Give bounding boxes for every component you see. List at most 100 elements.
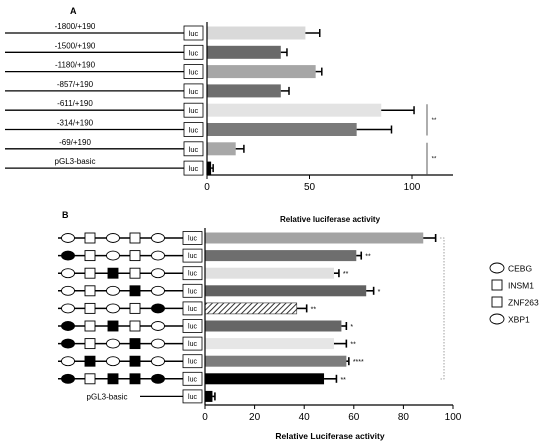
panel-b-luc-label: luc bbox=[188, 324, 197, 331]
panel-a: A -1800/+190 luc -1500/+190 luc -1180/+190 luc… bbox=[5, 6, 453, 224]
panel-b-luc-label: luc bbox=[188, 376, 197, 383]
panel-b-cebg-site bbox=[151, 321, 165, 331]
panel-a-category-label: -314/+190 bbox=[57, 119, 94, 128]
panel-b-insm1-site bbox=[84, 267, 96, 279]
legend-ellipse-marker bbox=[489, 262, 505, 274]
panel-a-category-label: -1180/+190 bbox=[55, 61, 96, 70]
panel-b-insm1-site bbox=[84, 373, 96, 385]
panel-b-cebg-site bbox=[106, 285, 120, 296]
panel-a-category-label: -1500/+190 bbox=[55, 41, 96, 50]
panel-a-luc-box bbox=[183, 25, 204, 41]
panel-b-significance-label: ** bbox=[311, 306, 317, 313]
panel-b-znf263-site bbox=[129, 373, 141, 385]
panel-b-significance-label: ** bbox=[350, 342, 356, 349]
legend-square-marker bbox=[491, 296, 503, 308]
panel-b-cebg-site bbox=[106, 250, 120, 261]
panel-b-insm1-site bbox=[129, 232, 141, 244]
panel-a-luc-box bbox=[183, 64, 204, 79]
panel-b-luc-label: luc bbox=[188, 394, 197, 401]
panel-b-cebg-site bbox=[106, 233, 120, 243]
legend-square-marker bbox=[491, 279, 503, 291]
panel-b-znf263-site bbox=[129, 338, 141, 350]
panel-b-insm1-site bbox=[84, 302, 96, 314]
panel-b-x-axis-title: Relative Luciferase activity bbox=[275, 431, 384, 441]
panel-a-luc-box bbox=[183, 160, 204, 176]
panel-b-insm1-site bbox=[129, 302, 141, 314]
panel-b-x-tick-label: 0 bbox=[202, 412, 208, 423]
panel-a-luc-box bbox=[183, 122, 204, 137]
panel-b-x-tick-label: 60 bbox=[348, 412, 360, 423]
panel-b-xbp1-site bbox=[151, 303, 165, 314]
panel-b-luc-box bbox=[182, 371, 203, 386]
panel-b-significance-label: **** bbox=[353, 359, 364, 366]
panel-a-luc-label: luc bbox=[189, 126, 199, 135]
panel-b-insm1-site bbox=[84, 285, 96, 297]
panel-b-x-tick-label: 20 bbox=[249, 412, 261, 423]
panel-a-luc-label: luc bbox=[189, 106, 199, 115]
legend-label: INSM1 bbox=[508, 281, 534, 291]
panel-a-luc-box bbox=[183, 44, 204, 60]
panel-b-bar bbox=[205, 390, 213, 402]
panel-b-luc-box bbox=[182, 283, 203, 298]
panel-b-znf263-site bbox=[84, 355, 96, 367]
panel-a-x-tick-label: 50 bbox=[304, 182, 316, 193]
panel-a-category-label: -1800/+190 bbox=[55, 22, 96, 31]
panel-a-category-label: -857/+190 bbox=[57, 80, 94, 89]
panel-a-x-tick-label: 0 bbox=[204, 182, 210, 193]
panel-b-significance-label: ** bbox=[340, 377, 346, 384]
panel-b-cebg-site bbox=[61, 268, 75, 279]
panel-b-category-label: pGL3-basic bbox=[87, 392, 128, 401]
panel-a-bar bbox=[207, 45, 281, 59]
panel-b-cebg-site bbox=[151, 268, 165, 279]
panel-b-luc-label: luc bbox=[188, 253, 197, 260]
panel-b-znf263-site bbox=[107, 320, 119, 332]
panel-a-significance-label: ** bbox=[432, 118, 437, 124]
panel-b-bar bbox=[205, 267, 334, 279]
panel-a-luc-label: luc bbox=[189, 29, 199, 38]
panel-b-insm1-site bbox=[84, 250, 96, 262]
panel-b-bar bbox=[205, 232, 424, 244]
panel-b-cebg-site bbox=[151, 233, 165, 243]
panel-b-bar bbox=[205, 373, 325, 385]
panel-b-bar bbox=[205, 355, 347, 367]
panel-b-insm1-site bbox=[84, 338, 96, 350]
panel-b-luc-label: luc bbox=[188, 359, 197, 366]
panel-a-bar bbox=[207, 84, 281, 98]
panel-b-x-tick-label: 40 bbox=[299, 412, 311, 423]
panel-b-luc-box bbox=[182, 319, 203, 333]
panel-b-insm1-site bbox=[84, 320, 96, 332]
panel-a-bar bbox=[207, 123, 357, 136]
panel-b-luc-label: luc bbox=[188, 341, 197, 348]
panel-b-insm1-site bbox=[129, 320, 141, 332]
panel-a-bar bbox=[207, 142, 236, 156]
panel-b-xbp1-site bbox=[151, 373, 165, 384]
panel-a-x-tick-label: 100 bbox=[404, 182, 421, 193]
panel-b-significance-label: ** bbox=[343, 271, 349, 278]
panel-b-insm1-site bbox=[129, 250, 141, 262]
panel-b-znf263-site bbox=[107, 373, 119, 385]
panel-b-bar bbox=[205, 320, 342, 332]
panel-b-luc-label: luc bbox=[188, 288, 197, 295]
panel-b-insm1-site bbox=[84, 232, 96, 244]
panel-b-luc-box bbox=[182, 301, 203, 316]
panel-b-luc-label: luc bbox=[188, 236, 197, 243]
panel-a-luc-label: luc bbox=[189, 68, 199, 77]
panel-a-bar bbox=[207, 103, 382, 117]
panel-b-bar bbox=[205, 338, 334, 350]
panel-b-cebg-site bbox=[151, 285, 165, 296]
panel-b-cebg-site bbox=[151, 338, 165, 349]
panel-a-luc-box bbox=[183, 102, 204, 118]
legend-label: XBP1 bbox=[508, 315, 530, 325]
panel-a-luc-label: luc bbox=[189, 48, 199, 57]
panel-b-luc-box bbox=[182, 266, 203, 281]
panel-b-cebg-site bbox=[106, 338, 120, 349]
panel-b-cebg-site bbox=[61, 285, 75, 296]
panel-b-xbp1-site bbox=[61, 250, 75, 261]
panel-b-x-tick-label: 100 bbox=[445, 412, 462, 423]
panel-b-luc-box bbox=[182, 354, 203, 369]
panel-b-bar bbox=[204, 302, 298, 315]
panel-a-x-axis-title: Relative luciferase activity bbox=[280, 215, 381, 224]
panel-a-significance-label: ** bbox=[432, 156, 437, 162]
